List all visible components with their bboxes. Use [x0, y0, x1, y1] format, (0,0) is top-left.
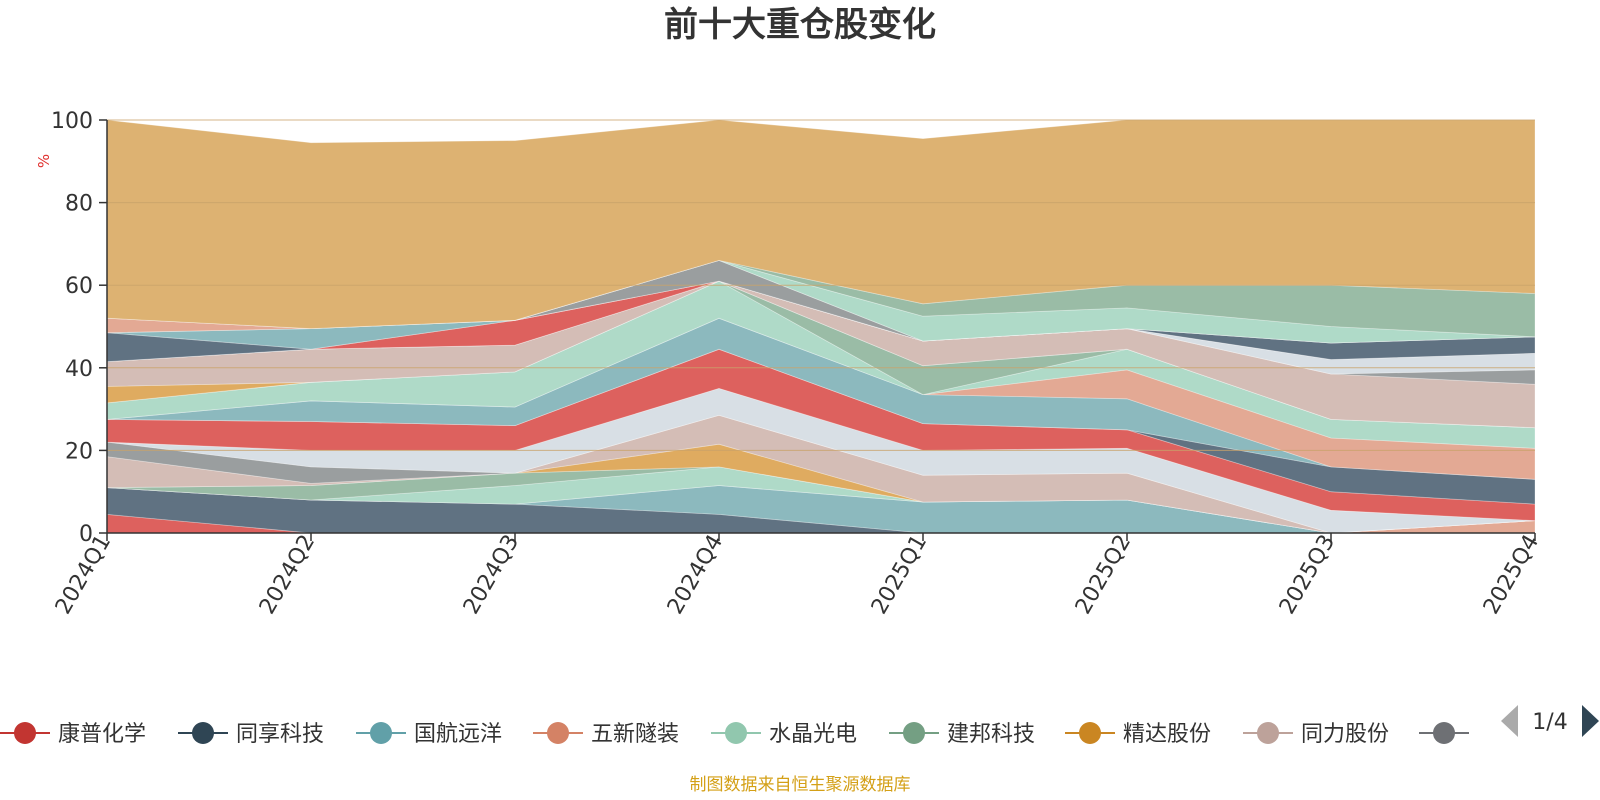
x-tick-label: 2024Q3	[459, 531, 524, 619]
legend-marker-icon	[547, 722, 569, 744]
legend-item[interactable]: 建邦科技	[889, 722, 1035, 747]
footer-source: 制图数据来自恒生聚源数据库	[690, 775, 911, 795]
legend-item[interactable]: 水晶光电	[711, 722, 857, 747]
y-tick-label: 20	[65, 439, 93, 464]
gridlines	[107, 119, 1535, 451]
x-tick-label: 2024Q4	[663, 531, 728, 619]
legend-item[interactable]: 同力股份	[1243, 722, 1389, 747]
legend-label: 同享科技	[236, 722, 324, 747]
legend-label: 康普化学	[58, 722, 146, 747]
legend-marker-icon	[903, 722, 925, 744]
legend-item[interactable]: 同享科技	[178, 722, 324, 747]
legend-marker-icon	[1257, 722, 1279, 744]
legend-item[interactable]: 国航远洋	[356, 722, 502, 747]
y-tick-label: 0	[79, 522, 93, 547]
legend-label: 精达股份	[1123, 722, 1211, 747]
x-tick-label: 2024Q2	[255, 531, 320, 619]
legend-marker-icon	[1079, 722, 1101, 744]
area-series-28[interactable]	[106, 119, 1536, 330]
legend-marker-icon	[725, 722, 747, 744]
x-tick-label: 2025Q3	[1275, 531, 1340, 619]
legend[interactable]: 康普化学 同享科技 国航远洋 五新隧装 水晶光电 建邦科技 精达股份 同力股份 三	[0, 722, 1499, 747]
area-series-group	[106, 119, 1536, 534]
chart-title: 前十大重仓股变化	[664, 5, 936, 45]
legend-item[interactable]: 三	[1419, 722, 1499, 747]
legend-item[interactable]: 精达股份	[1065, 722, 1211, 747]
legend-label: 五新隧装	[591, 722, 679, 747]
legend-label: 同力股份	[1301, 722, 1389, 747]
legend-item[interactable]: 康普化学	[0, 722, 146, 747]
x-tick-label: 2025Q4	[1479, 531, 1544, 619]
x-tick-label: 2025Q2	[1071, 531, 1136, 619]
area-series-27[interactable]	[106, 259, 1536, 338]
legend-label: 国航远洋	[414, 722, 502, 747]
legend-marker-icon	[1433, 722, 1455, 744]
y-tick-label: 60	[65, 274, 93, 299]
legend-label: 水晶光电	[769, 722, 857, 747]
y-tick-label: 40	[65, 357, 93, 382]
legend-page-indicator: 1/4	[1532, 710, 1567, 735]
legend-item[interactable]: 五新隧装	[533, 722, 679, 747]
y-tick-label: 100	[51, 109, 93, 134]
legend-label: 三	[1477, 722, 1499, 747]
legend-marker-icon	[192, 722, 214, 744]
legend-marker-icon	[370, 722, 392, 744]
legend-label: 建邦科技	[947, 722, 1035, 747]
x-tick-label: 2025Q1	[867, 531, 932, 619]
legend-pager[interactable]: 1/4	[1501, 705, 1599, 737]
triangle-right-icon[interactable]	[1582, 705, 1599, 737]
y-axis-label: %	[35, 154, 53, 168]
legend-marker-icon	[14, 722, 36, 744]
legend-items: 康普化学 同享科技 国航远洋 五新隧装 水晶光电 建邦科技 精达股份 同力股份 三	[0, 722, 1499, 747]
triangle-left-icon[interactable]	[1501, 705, 1518, 737]
y-tick-label: 80	[65, 192, 93, 217]
